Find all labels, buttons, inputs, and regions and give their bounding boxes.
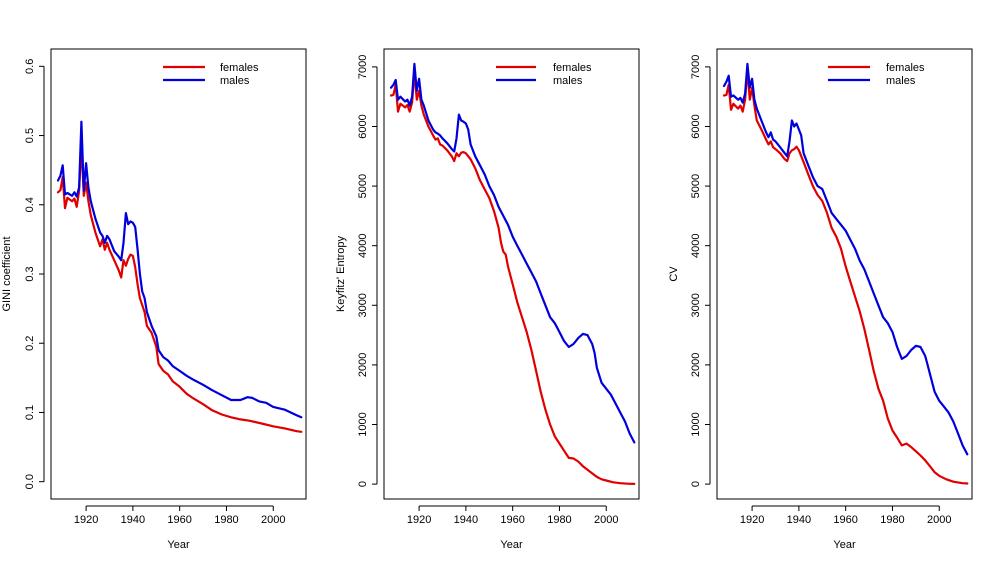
y-tick-label: 0.3: [24, 266, 36, 281]
plot-frame: [716, 48, 973, 500]
y-tick-label: 0.6: [24, 59, 36, 74]
y-tick-label: 5000: [357, 174, 369, 198]
x-tick-label: 1940: [454, 514, 478, 526]
x-tick-label: 1960: [833, 514, 857, 526]
legend-label-females: females: [220, 62, 259, 74]
series-line-females: [56, 142, 303, 433]
x-tick-label: 2000: [594, 514, 618, 526]
y-tick-label: 6000: [357, 114, 369, 138]
series-line-males: [56, 120, 303, 419]
legend-label-females: females: [553, 62, 592, 74]
x-tick-label: 1940: [787, 514, 811, 526]
y-tick-label: 2000: [690, 353, 702, 377]
x-axis-label: Year: [500, 539, 523, 551]
y-tick-label: 3000: [690, 293, 702, 317]
y-tick-label: 0.5: [24, 128, 36, 143]
series-line-females: [722, 68, 969, 485]
legend-label-males: males: [553, 75, 583, 87]
x-tick-label: 1920: [74, 514, 98, 526]
y-tick-label: 4000: [357, 233, 369, 257]
y-tick-label: 0.1: [24, 405, 36, 420]
x-axis-label: Year: [167, 539, 190, 551]
plot-frame: [383, 48, 640, 500]
x-tick-label: 1920: [740, 514, 764, 526]
y-tick-label: 2000: [357, 353, 369, 377]
x-axis-label: Year: [833, 539, 856, 551]
chart-panel-1: 1920 1940 1960 1980 2000 Year 0.0 0.1 0.2 0.3 0.4 0…: [1, 48, 307, 551]
legend-label-females: females: [886, 62, 925, 74]
y-tick-label: 3000: [357, 293, 369, 317]
series-line-females: [389, 70, 636, 485]
x-tick-label: 1940: [121, 514, 145, 526]
legend-label-males: males: [886, 75, 916, 87]
y-tick-label: 0.0: [24, 474, 36, 489]
y-tick-label: 4000: [690, 233, 702, 257]
x-tick-label: 1920: [407, 514, 431, 526]
y-tick-label: 1000: [357, 412, 369, 436]
x-tick-label: 1960: [500, 514, 524, 526]
chart-panel-2: 1920 1940 1960 1980 2000 Year 0 1000 2000 3000 400…: [335, 48, 640, 551]
y-tick-label: 0: [357, 481, 369, 487]
plot-frame: [50, 48, 307, 500]
x-tick-label: 2000: [927, 514, 951, 526]
y-tick-label: 7000: [357, 55, 369, 79]
y-tick-label: 0.4: [24, 197, 36, 212]
y-tick-label: 7000: [690, 55, 702, 79]
y-tick-label: 6000: [690, 114, 702, 138]
series-line-males: [722, 62, 969, 456]
y-tick-label: 0.2: [24, 336, 36, 351]
x-tick-label: 1980: [880, 514, 904, 526]
series-line-males: [389, 62, 636, 444]
y-tick-label: 5000: [690, 174, 702, 198]
x-tick-label: 1980: [214, 514, 238, 526]
x-tick-label: 1960: [167, 514, 191, 526]
legend-label-males: males: [220, 75, 250, 87]
y-axis-label: Keyfitz' Entropy: [335, 235, 347, 312]
chart-panel-3: 1920 1940 1960 1980 2000 Year 0 1000 2000 3000 400…: [668, 48, 973, 551]
x-tick-label: 1980: [547, 514, 571, 526]
y-axis-label: GINI coefficient: [1, 237, 13, 312]
y-tick-label: 0: [690, 481, 702, 487]
y-tick-label: 1000: [690, 412, 702, 436]
y-axis-label: CV: [668, 266, 680, 282]
x-tick-label: 2000: [261, 514, 285, 526]
